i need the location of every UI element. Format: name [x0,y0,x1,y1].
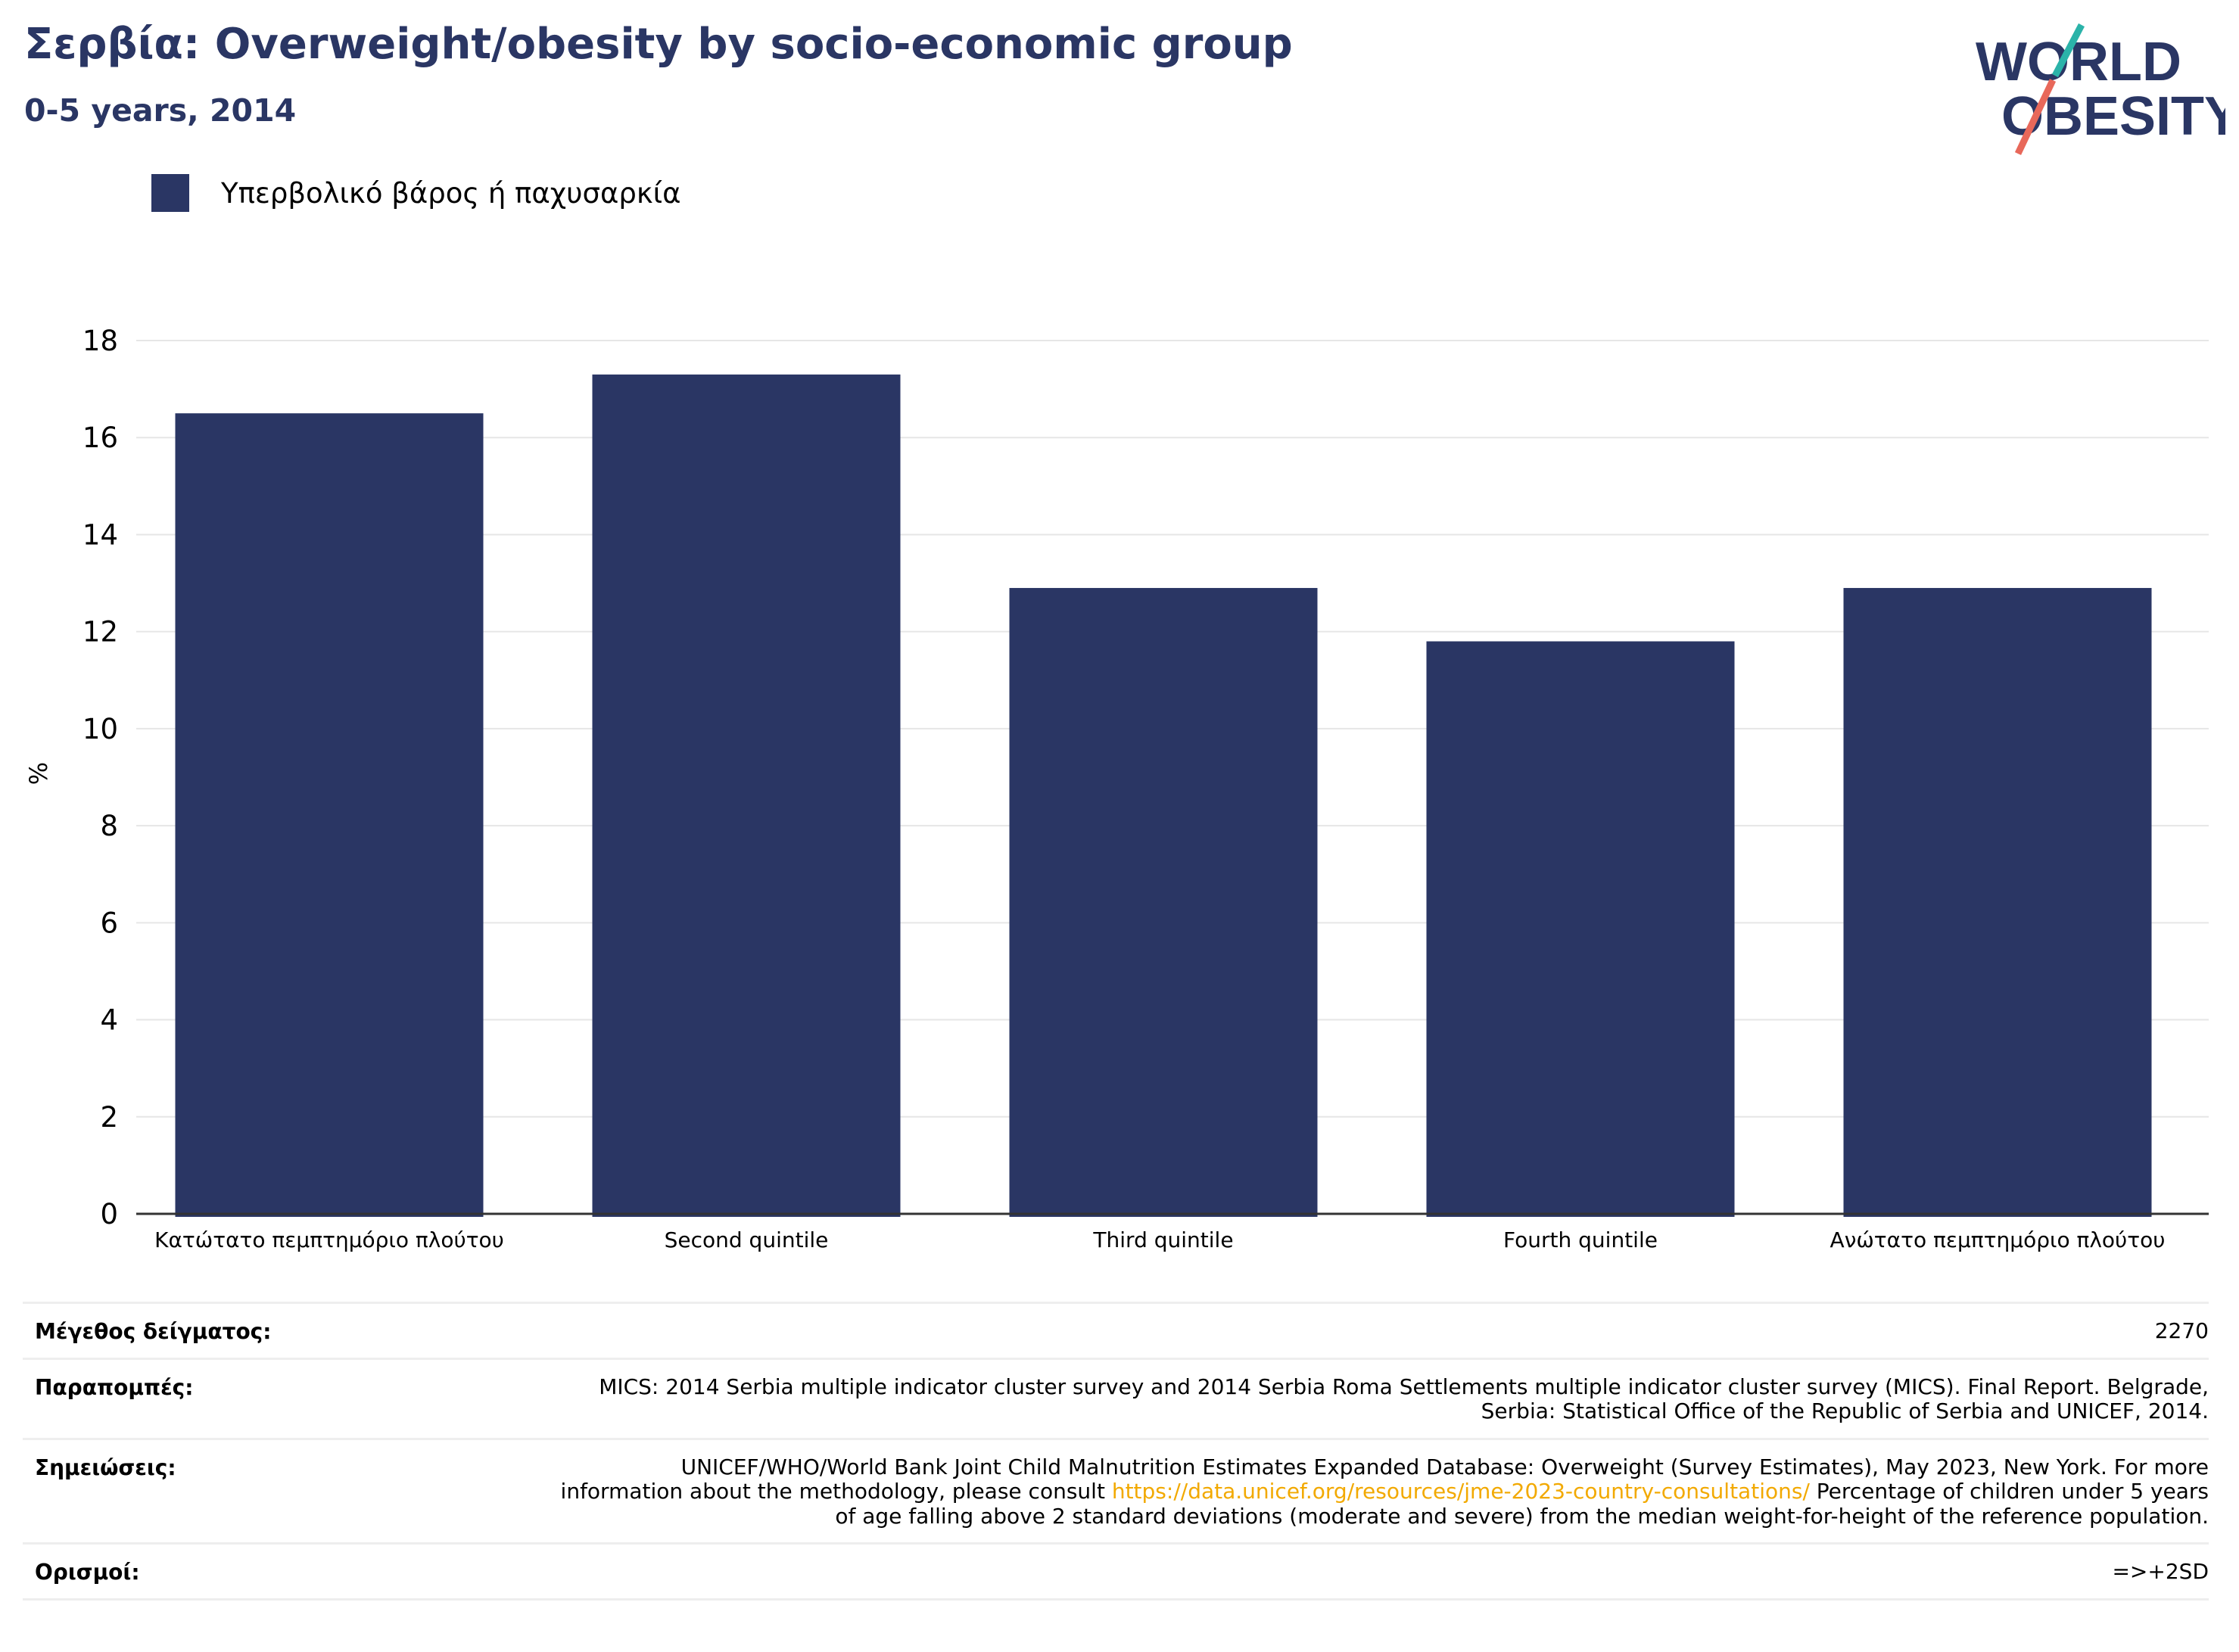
bar [1009,587,1318,1217]
definitions-value: =>+2SD [2112,1559,2209,1585]
bar [592,374,901,1217]
chart-title: Σερβία: Overweight/obesity by socio-econ… [24,20,1293,69]
world-obesity-logo: WORLD OBESITY [1976,23,2225,155]
logo-teal-slash [2052,23,2085,78]
y-tick-label: 14 [83,518,118,551]
legend-label: Υπερβολικό βάρος ή παχυσαρκία [221,176,681,210]
notes-row: Σημειώσεις: UNICEF/WHO/World Bank Joint … [23,1437,2209,1542]
y-tick-label: 16 [83,422,118,454]
bar [175,413,484,1217]
x-tick-label: Fourth quintile [1503,1227,1658,1252]
bar [1426,641,1735,1217]
y-tick-label: 6 [100,907,118,939]
x-tick-labels: Κατώτατο πεμπτημόριο πλούτου Second quint… [154,1227,2165,1252]
x-tick-label: Κατώτατο πεμπτημόριο πλούτου [154,1227,504,1252]
references-row: Παραπομπές: MICS: 2014 Serbia multiple i… [23,1358,2209,1438]
x-tick-label: Third quintile [1092,1227,1233,1252]
chart-subtitle: 0-5 years, 2014 [24,92,297,129]
legend-swatch [151,174,189,212]
notes-value: UNICEF/WHO/World Bank Joint Child Malnut… [559,1454,2209,1529]
bars [175,374,2152,1217]
x-tick-label: Second quintile [665,1227,829,1252]
sample-size-row: Μέγεθος δείγματος: 2270 [23,1302,2209,1358]
bar-chart: 0 2 4 6 8 10 12 14 16 18 Κατώτατο πεμπτημόριο πλο… [24,325,2209,1252]
sample-size-label: Μέγεθος δείγματος: [35,1319,272,1344]
y-tick-label: 8 [100,810,118,842]
notes-text-after: Percentage of children under 5 years of … [835,1479,2209,1529]
sample-size-value: 2270 [2154,1318,2209,1343]
y-tick-label: 4 [100,1004,118,1037]
references-label: Παραπομπές: [35,1375,194,1400]
y-tick-label: 12 [83,616,118,649]
notes-text-before: UNICEF/WHO/World Bank Joint Child Malnut… [560,1454,2209,1504]
metadata-table: Μέγεθος δείγματος: 2270 Παραπομπές: MICS… [23,1302,2209,1601]
x-tick-label: Ανώτατο πεμπτημόριο πλούτου [1830,1227,2166,1252]
y-tick-label: 10 [83,713,118,745]
methodology-link[interactable]: https://data.unicef.org/resources/jme-20… [1111,1479,1810,1504]
bar [1843,587,2152,1217]
definitions-label: Ορισμοί: [35,1560,140,1585]
y-axis-label: % [24,762,53,785]
y-tick-label: 2 [100,1101,118,1134]
references-value: MICS: 2014 Serbia multiple indicator clu… [599,1374,2209,1424]
definitions-row: Ορισμοί: =>+2SD [23,1542,2209,1601]
logo-coral-slash [2014,79,2057,155]
notes-label: Σημειώσεις: [35,1454,176,1480]
y-tick-label: 18 [83,325,118,357]
y-tick-label: 0 [100,1198,118,1230]
y-tick-labels: 0 2 4 6 8 10 12 14 16 18 [83,325,118,1230]
legend: Υπερβολικό βάρος ή παχυσαρκία [151,174,681,212]
logo-line1: WORLD [1976,32,2181,92]
